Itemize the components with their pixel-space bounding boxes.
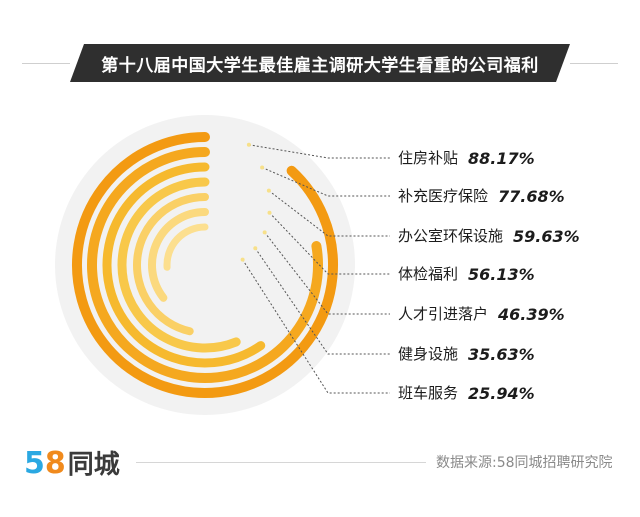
item-value: 25.94%	[468, 384, 535, 403]
item-value: 77.68%	[498, 187, 565, 206]
item-value: 56.13%	[468, 265, 535, 284]
leader-dot	[246, 142, 251, 147]
leader-dot	[260, 165, 265, 170]
leader-dot	[262, 230, 267, 235]
leader-line	[248, 144, 390, 159]
footer-rule	[136, 462, 426, 463]
ring-arc	[102, 162, 266, 368]
ring-arc	[163, 223, 209, 271]
ring-arc	[87, 147, 323, 383]
item-label: 住房补贴	[398, 149, 458, 167]
data-source: 数据来源:58同城招聘研究院	[436, 455, 613, 471]
leader-line	[268, 190, 390, 237]
item-value: 46.39%	[497, 305, 565, 324]
logo-digit-5: 5	[24, 446, 45, 481]
item-label: 人才引进落户	[398, 305, 488, 323]
ring-arc	[117, 177, 241, 353]
item-label: 体检福利	[398, 265, 458, 283]
title-rule-left	[22, 63, 70, 64]
leader-dot	[266, 188, 271, 193]
item-label: 补充医疗保险	[398, 187, 488, 205]
title-rule-right	[570, 63, 618, 64]
item-label: 办公室环保设施	[398, 227, 503, 245]
ring-arc	[133, 193, 209, 336]
ring-arc	[72, 132, 338, 398]
leader-line	[264, 232, 390, 315]
brand-logo: 5 8 同城	[24, 444, 120, 481]
chart-background-disc	[55, 115, 355, 415]
item-value: 59.63%	[513, 227, 580, 246]
chart-title: 第十八届中国大学生最佳雇主调研大学生看重的公司福利	[70, 44, 570, 82]
logo-digit-8: 8	[44, 446, 66, 481]
ring-arc	[148, 208, 209, 302]
leader-line	[261, 167, 390, 197]
logo-name: 同城	[67, 450, 120, 480]
leader-dot	[253, 246, 258, 251]
item-value: 88.17%	[468, 149, 535, 168]
leader-line	[242, 259, 390, 394]
item-label: 班车服务	[398, 384, 458, 402]
leader-dot	[240, 257, 245, 262]
leader-line	[269, 212, 390, 275]
item-value: 35.63%	[468, 345, 535, 364]
item-label: 健身设施	[398, 345, 458, 363]
leader-line	[254, 248, 390, 355]
leader-dot	[267, 210, 272, 215]
